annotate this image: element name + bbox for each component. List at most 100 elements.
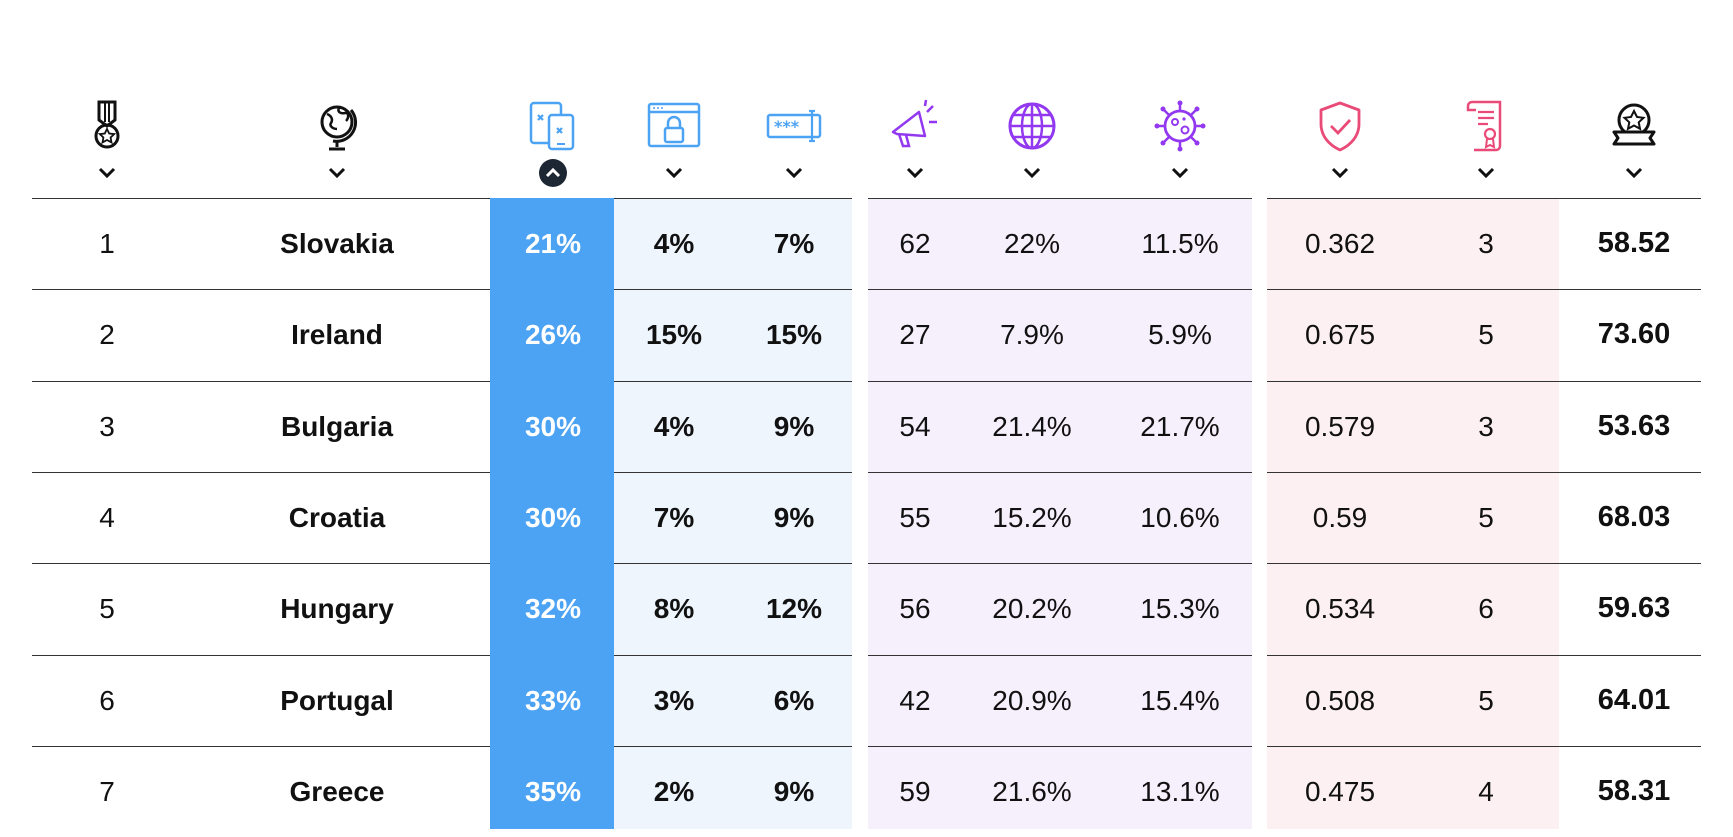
cell-c5: 20.9% xyxy=(992,684,1072,716)
cell-c5: 21.4% xyxy=(992,410,1072,442)
cell-country: Portugal xyxy=(280,684,394,716)
group-commitment-banner: Commitment to Cyber Security xyxy=(1260,27,1559,67)
sort-toggle-c1-active[interactable] xyxy=(539,159,567,187)
row-divider xyxy=(32,655,490,656)
row-divider xyxy=(32,381,490,382)
cell-c6: 13.1% xyxy=(1140,775,1220,807)
virus-icon xyxy=(1145,96,1215,156)
row-divider xyxy=(1559,198,1701,199)
row-divider xyxy=(868,198,1252,199)
cell-c2: 8% xyxy=(653,593,695,625)
row-divider xyxy=(1559,289,1701,290)
cell-country: Croatia xyxy=(288,501,386,533)
cell-c1: 35% xyxy=(524,775,582,807)
cell-country: Bulgaria xyxy=(280,410,394,442)
sort-toggle-c3[interactable] xyxy=(779,160,809,186)
cell-c2: 2% xyxy=(653,775,695,807)
cell-c7: 0.362 xyxy=(1304,228,1376,259)
row-divider xyxy=(868,563,1252,564)
sorted-column-band xyxy=(490,198,614,829)
row-divider xyxy=(32,472,490,473)
cell-c6: 15.3% xyxy=(1140,593,1220,625)
cell-rank: 5 xyxy=(99,593,115,625)
cell-c1: 30% xyxy=(524,501,582,533)
certificate-scroll-icon xyxy=(1451,96,1521,156)
cell-c5: 22% xyxy=(1003,228,1061,259)
row-divider xyxy=(868,381,1252,382)
cell-c7: 0.675 xyxy=(1304,319,1376,351)
cell-c3: 6% xyxy=(773,684,815,716)
sort-toggle-score[interactable] xyxy=(1619,160,1649,186)
cell-c2: 15% xyxy=(645,319,703,351)
sort-toggle-c2[interactable] xyxy=(659,160,689,186)
cell-c7: 0.508 xyxy=(1304,684,1376,716)
cell-c2: 4% xyxy=(653,410,695,442)
cell-c3: 7% xyxy=(773,228,815,259)
cell-c7: 0.59 xyxy=(1312,501,1368,533)
cell-c2: 7% xyxy=(653,501,695,533)
row-divider xyxy=(1559,472,1701,473)
sort-toggle-rank[interactable] xyxy=(92,160,122,186)
cell-c6: 11.5% xyxy=(1141,228,1219,259)
cell-c3: 9% xyxy=(773,775,815,807)
cell-c7: 0.475 xyxy=(1304,775,1376,807)
cell-c2: 3% xyxy=(653,684,695,716)
row-divider xyxy=(614,289,852,290)
cell-score: 64.01 xyxy=(1597,683,1671,716)
cell-score: 73.60 xyxy=(1597,318,1671,351)
cell-country: Hungary xyxy=(280,593,394,625)
row-divider xyxy=(614,381,852,382)
row-divider xyxy=(614,472,852,473)
cell-rank: 4 xyxy=(99,501,115,533)
password-field-icon: *** xyxy=(759,96,829,156)
row-divider xyxy=(32,198,490,199)
cell-score: 68.03 xyxy=(1597,500,1671,533)
sort-toggle-c5[interactable] xyxy=(1017,160,1047,186)
row-divider xyxy=(614,746,852,747)
group-occurrences-label: Occurrences of Cybercrime xyxy=(576,38,772,55)
row-divider xyxy=(614,655,852,656)
cell-c3: 12% xyxy=(765,593,823,625)
cell-c8: 4 xyxy=(1478,775,1494,807)
row-divider xyxy=(1559,381,1701,382)
row-divider xyxy=(868,746,1252,747)
cell-c3: 9% xyxy=(773,501,815,533)
sort-toggle-c7[interactable] xyxy=(1325,160,1355,186)
cell-c5: 7.9% xyxy=(1000,319,1064,351)
row-divider xyxy=(614,198,852,199)
award-star-icon xyxy=(1599,96,1669,156)
cell-c6: 21.7% xyxy=(1140,410,1220,442)
sort-toggle-c6[interactable] xyxy=(1165,160,1195,186)
cell-c8: 6 xyxy=(1478,593,1494,625)
cell-c8: 3 xyxy=(1478,228,1494,259)
row-divider xyxy=(1559,746,1701,747)
medal-icon xyxy=(72,96,142,156)
shield-check-icon xyxy=(1305,96,1375,156)
cell-score: 53.63 xyxy=(1597,409,1671,442)
sort-toggle-country[interactable] xyxy=(322,160,352,186)
cell-c3: 15% xyxy=(765,319,823,351)
group-risk-label: Risk of Further Cybercrime xyxy=(963,38,1155,55)
devices-error-icon xyxy=(518,96,588,156)
cell-c4: 62 xyxy=(899,228,931,259)
cell-rank: 1 xyxy=(99,228,115,259)
cell-c4: 54 xyxy=(899,410,931,442)
cell-c4: 56 xyxy=(899,593,931,625)
row-divider xyxy=(1267,472,1559,473)
cell-c6: 15.4% xyxy=(1140,684,1220,716)
cell-c4: 42 xyxy=(899,684,931,716)
globe-icon xyxy=(997,96,1067,156)
cell-rank: 6 xyxy=(99,684,115,716)
occurrences-band xyxy=(614,198,852,829)
cell-score: 58.31 xyxy=(1597,774,1671,807)
cell-c6: 5.9% xyxy=(1148,319,1212,351)
browser-lock-icon xyxy=(639,96,709,156)
row-divider xyxy=(868,655,1252,656)
sort-toggle-c4[interactable] xyxy=(900,160,930,186)
cell-rank: 2 xyxy=(99,319,115,351)
row-divider xyxy=(1267,655,1559,656)
cell-c1: 21% xyxy=(524,228,582,259)
sort-toggle-c8[interactable] xyxy=(1471,160,1501,186)
cell-c7: 0.534 xyxy=(1304,593,1376,625)
cell-c1: 32% xyxy=(524,593,582,625)
